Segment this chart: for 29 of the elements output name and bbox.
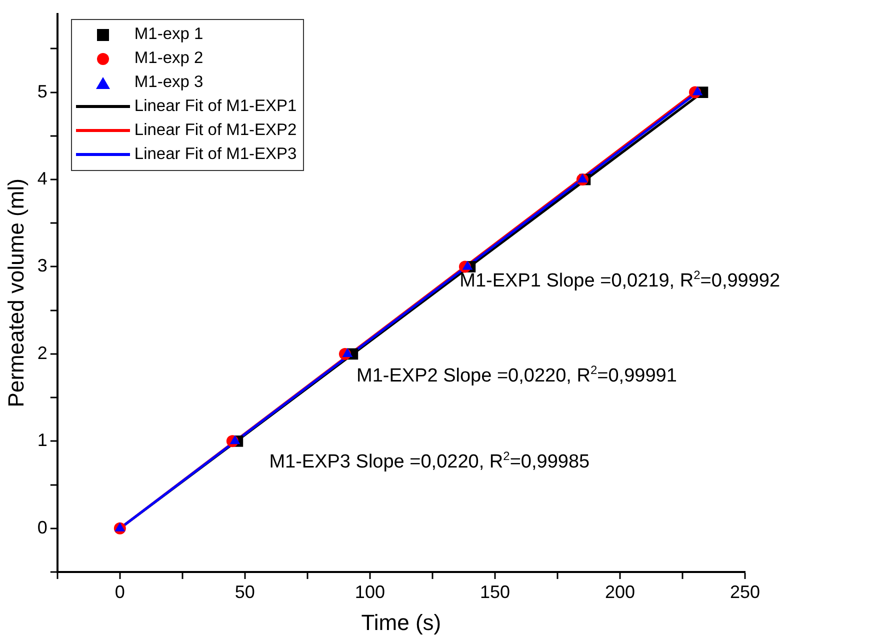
x-tick-label: 100 xyxy=(354,582,385,602)
annotation: M1-EXP2 Slope =0,0220, R$^{2}$=0,99991 xyxy=(356,362,677,387)
y-tick-label: 5 xyxy=(37,81,48,102)
y-tick-label: 3 xyxy=(37,256,48,276)
y-axis-title: Permeated volume (ml) xyxy=(3,178,28,408)
point xyxy=(342,348,353,357)
x-tick-label: 200 xyxy=(604,582,636,602)
x-tick-label: 250 xyxy=(730,582,760,602)
point xyxy=(114,522,126,532)
legend-label: Linear Fit of M1-EXP1 xyxy=(134,97,297,116)
y-tick-label: 0 xyxy=(37,517,48,538)
x-axis-title: Time (s) xyxy=(361,610,442,635)
legend-label: M1-exp 2 xyxy=(134,49,204,68)
legend-label: Linear Fit of M1-EXP2 xyxy=(134,121,297,140)
point xyxy=(462,260,473,270)
y-tick-label: 4 xyxy=(37,168,48,188)
y-tick-label: 2 xyxy=(37,342,48,363)
point xyxy=(577,174,588,183)
x-tick-label: 0 xyxy=(114,582,125,602)
point xyxy=(230,435,240,444)
legend-label: M1-exp 1 xyxy=(134,25,204,44)
annotation: M1-EXP1 Slope =0,0219, R$^{2}$=0,99992 xyxy=(460,268,780,292)
point xyxy=(692,86,703,96)
y-tick-label: 1 xyxy=(37,430,48,450)
legend-label: Linear Fit of M1-EXP3 xyxy=(134,145,297,164)
x-tick-label: 150 xyxy=(480,582,510,602)
annotation: M1-EXP3 Slope =0,0220, R$^{2}$=0,99985 xyxy=(269,449,590,474)
x-tick-label: 50 xyxy=(234,582,255,602)
legend-label: M1-exp 3 xyxy=(134,73,204,92)
